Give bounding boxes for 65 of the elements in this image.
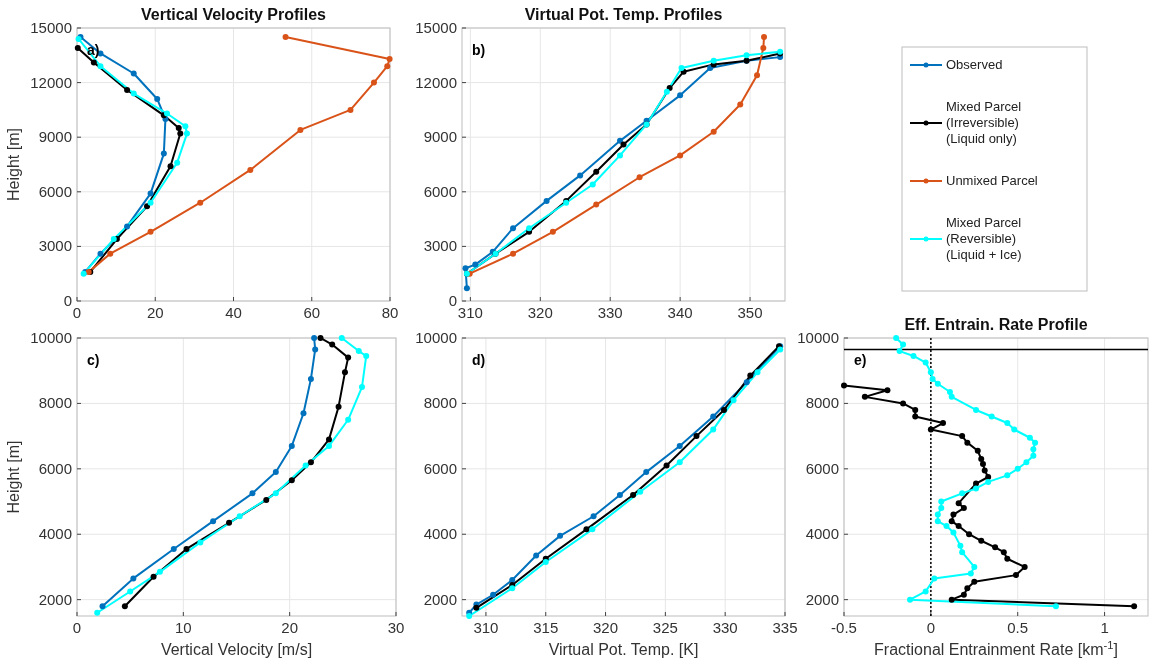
y-tick-label: 6000 <box>805 459 839 477</box>
legend-label: Unmixed Parcel <box>946 173 1038 188</box>
y-tick-label: 10000 <box>30 329 72 346</box>
y-tick-label: 6000 <box>423 459 457 477</box>
annotation: d) <box>472 352 486 368</box>
x-tick-label: 315 <box>533 619 559 636</box>
x-tick-label: 330 <box>597 304 623 321</box>
y-tick-label: 15000 <box>30 19 72 36</box>
y-tick-label: 8000 <box>423 394 457 412</box>
y-tick-label: 2000 <box>38 590 72 608</box>
y-axis-title: Height [m] <box>5 128 22 201</box>
x-tick-label: 0.5 <box>1007 619 1029 636</box>
y-tick-label: 9000 <box>423 128 457 146</box>
y-tick-label: 0 <box>448 292 457 309</box>
y-tick-label: 2000 <box>423 590 457 608</box>
legend-label: Mixed Parcel (Irreversible) (Liquid only) <box>946 99 1022 146</box>
y-tick-label: 6000 <box>38 182 72 200</box>
x-tick-label: 1 <box>1100 619 1109 636</box>
x-tick-label: 310 <box>457 304 483 321</box>
annotation: b) <box>472 42 486 58</box>
x-tick-label: 325 <box>652 619 678 636</box>
y-tick-label: 2000 <box>805 590 839 608</box>
chart-title: Vertical Velocity Profiles <box>141 6 327 23</box>
x-tick-label: -0.5 <box>831 619 857 636</box>
x-tick-label: 20 <box>281 619 299 636</box>
x-tick-label: 330 <box>712 619 738 636</box>
x-tick-label: 30 <box>387 619 405 636</box>
x-tick-label: 310 <box>473 619 499 636</box>
y-tick-label: 10000 <box>797 329 839 346</box>
y-tick-label: 12000 <box>415 73 457 91</box>
x-tick-label: 0 <box>926 619 936 636</box>
y-tick-label: 8000 <box>38 394 72 412</box>
legend-label: Observed <box>946 57 1003 72</box>
chart-title: Eff. Entrain. Rate Profile <box>904 316 1088 333</box>
x-tick-label: 20 <box>146 304 164 321</box>
y-tick-label: 10000 <box>415 329 457 346</box>
y-tick-label: 6000 <box>38 459 72 477</box>
chart-title: Virtual Pot. Temp. Profiles <box>524 6 723 23</box>
y-tick-label: 12000 <box>30 73 72 91</box>
y-tick-label: 9000 <box>38 128 72 146</box>
x-tick-label: 335 <box>772 619 798 636</box>
y-tick-label: 6000 <box>423 182 457 200</box>
legend-label: Mixed Parcel (Reversible) (Liquid + Ice) <box>946 215 1022 262</box>
x-tick-label: 320 <box>593 619 619 636</box>
x-tick-label: 40 <box>225 304 242 321</box>
y-tick-label: 8000 <box>805 394 839 412</box>
annotation: e) <box>854 352 867 368</box>
annotation: c) <box>87 352 100 368</box>
x-tick-label: 340 <box>667 304 693 321</box>
y-tick-label: 4000 <box>423 525 457 543</box>
x-tick-label: 60 <box>303 304 321 321</box>
y-tick-label: 3000 <box>423 237 457 255</box>
y-tick-label: 3000 <box>38 237 72 255</box>
x-tick-label: 10 <box>174 619 192 636</box>
x-axis-title: Virtual Pot. Temp. [K] <box>548 641 699 658</box>
y-tick-label: 0 <box>63 292 72 309</box>
x-axis-title: Vertical Velocity [m/s] <box>160 641 313 658</box>
x-tick-label: 320 <box>527 304 553 321</box>
y-axis-title: Height [m] <box>5 440 22 514</box>
x-tick-label: 350 <box>737 304 763 321</box>
x-axis-title: Fractional Entrainment Rate [km$^{-1}$] <box>874 639 1118 658</box>
y-tick-label: 4000 <box>805 525 839 543</box>
y-tick-label: 4000 <box>38 525 72 543</box>
x-tick-label: 80 <box>381 304 399 321</box>
y-tick-label: 15000 <box>415 19 457 36</box>
